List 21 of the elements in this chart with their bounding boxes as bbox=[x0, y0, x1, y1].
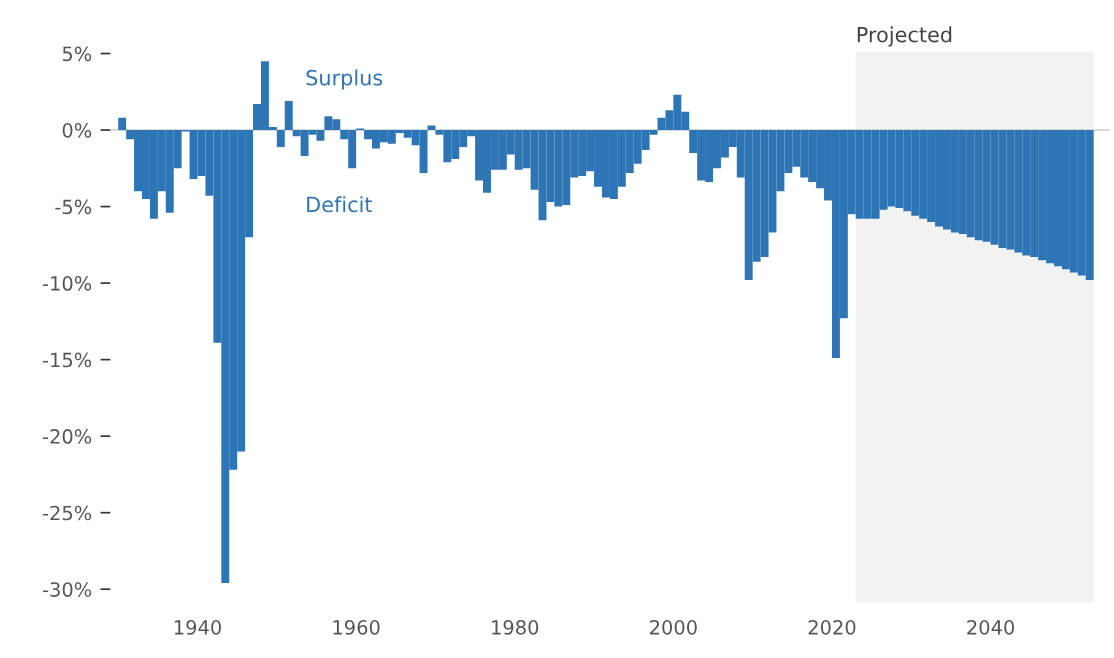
y-tick-label: 5% bbox=[62, 46, 92, 62]
y-tick-label: -25% bbox=[42, 505, 92, 521]
x-tick-label: 2000 bbox=[650, 620, 697, 635]
y-tick-label: 0% bbox=[62, 123, 92, 138]
bar bbox=[427, 125, 436, 131]
x-tick-label: 2020 bbox=[808, 620, 856, 635]
x-tick-label: 2040 bbox=[967, 620, 1015, 635]
y-tick-label: -20% bbox=[42, 429, 92, 444]
bar bbox=[276, 130, 285, 147]
annotation: Surplus bbox=[306, 69, 383, 90]
y-tick-label: -15% bbox=[42, 352, 92, 368]
y-tick-label: -10% bbox=[42, 276, 92, 291]
bar bbox=[118, 117, 127, 131]
y-tick-label: -30% bbox=[42, 582, 92, 597]
x-tick-label: 1960 bbox=[333, 620, 380, 635]
annotation: Deficit bbox=[307, 196, 373, 213]
x-tick-label: 1940 bbox=[174, 620, 221, 635]
band-label: Projected bbox=[857, 26, 952, 47]
bar bbox=[284, 100, 293, 131]
x-tick-label: 1980 bbox=[492, 620, 539, 635]
y-tick-label: -5% bbox=[55, 199, 92, 215]
